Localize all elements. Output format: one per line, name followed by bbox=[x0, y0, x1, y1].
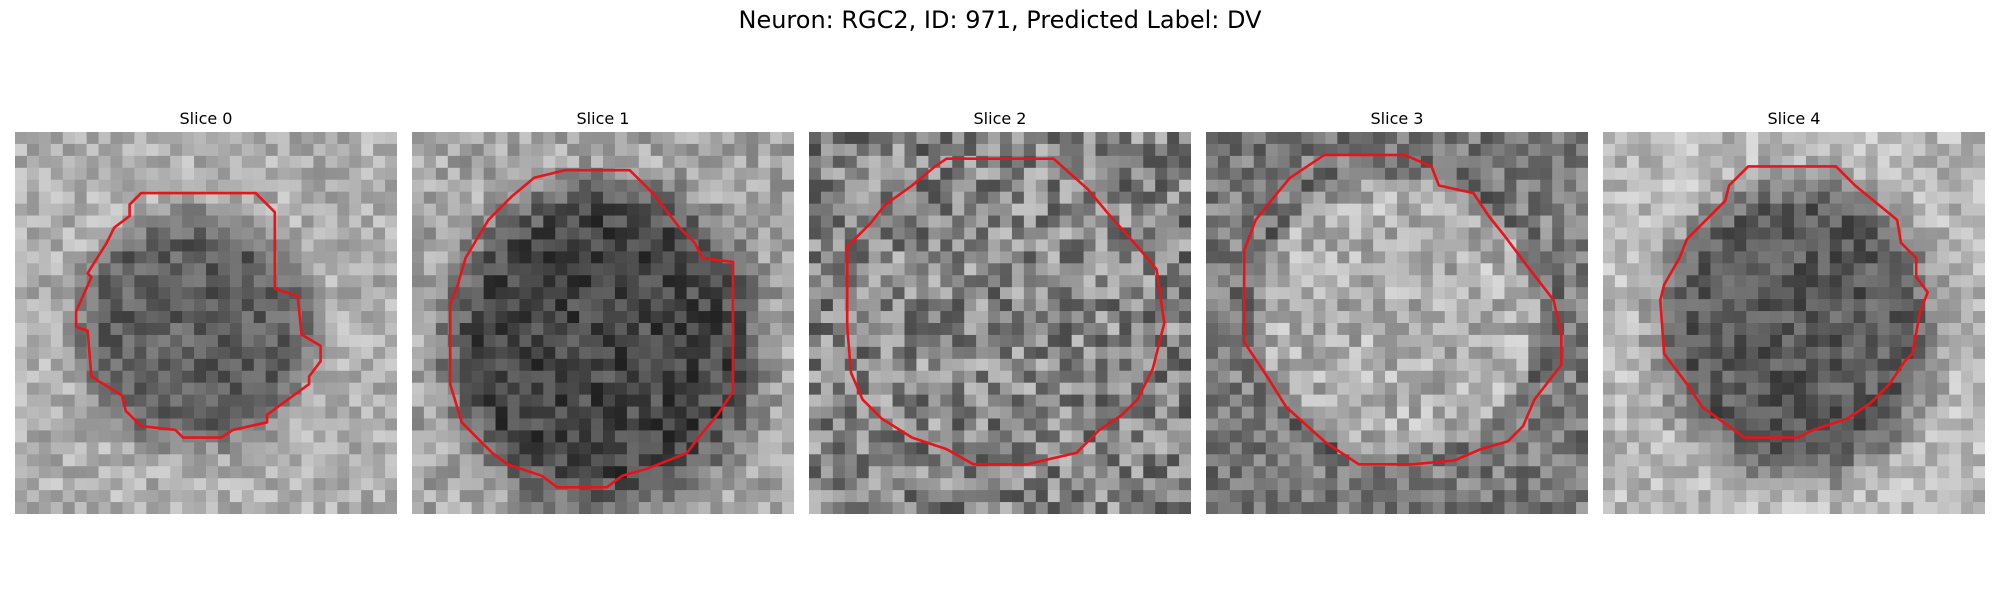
slice-svg-0 bbox=[15, 132, 397, 514]
pixel-grid bbox=[15, 132, 397, 514]
slice-title: Slice 4 bbox=[1767, 109, 1821, 128]
segmentation-contour bbox=[1658, 165, 1930, 439]
slice-panel-4: Slice 4 bbox=[1603, 106, 1985, 514]
slice-image-3 bbox=[1206, 132, 1588, 514]
pixel-grid bbox=[1206, 132, 1588, 514]
slice-panel-2: Slice 2 bbox=[809, 106, 1191, 514]
slice-panel-0: Slice 0 bbox=[15, 106, 397, 514]
segmentation-contour bbox=[1242, 153, 1563, 466]
pixel-grid bbox=[809, 132, 1191, 514]
slice-image-4 bbox=[1603, 132, 1985, 514]
segmentation-contour bbox=[845, 157, 1166, 466]
slice-image-0 bbox=[15, 132, 397, 514]
slice-image-2 bbox=[809, 132, 1191, 514]
slice-title: Slice 3 bbox=[1370, 109, 1424, 128]
slice-svg-3 bbox=[1206, 132, 1588, 514]
slice-image-1 bbox=[412, 132, 794, 514]
slice-svg-4 bbox=[1603, 132, 1985, 514]
pixel-grid bbox=[412, 132, 794, 514]
segmentation-contour bbox=[74, 191, 322, 439]
slice-svg-1 bbox=[412, 132, 794, 514]
slice-title: Slice 1 bbox=[576, 109, 630, 128]
figure-title: Neuron: RGC2, ID: 971, Predicted Label: … bbox=[738, 6, 1262, 34]
slice-panel-1: Slice 1 bbox=[412, 106, 794, 514]
slice-title: Slice 2 bbox=[973, 109, 1027, 128]
pixel-grid bbox=[1603, 132, 1985, 514]
slice-title: Slice 0 bbox=[179, 109, 233, 128]
slice-panel-3: Slice 3 bbox=[1206, 106, 1588, 514]
segmentation-contour bbox=[448, 168, 735, 489]
slice-svg-2 bbox=[809, 132, 1191, 514]
